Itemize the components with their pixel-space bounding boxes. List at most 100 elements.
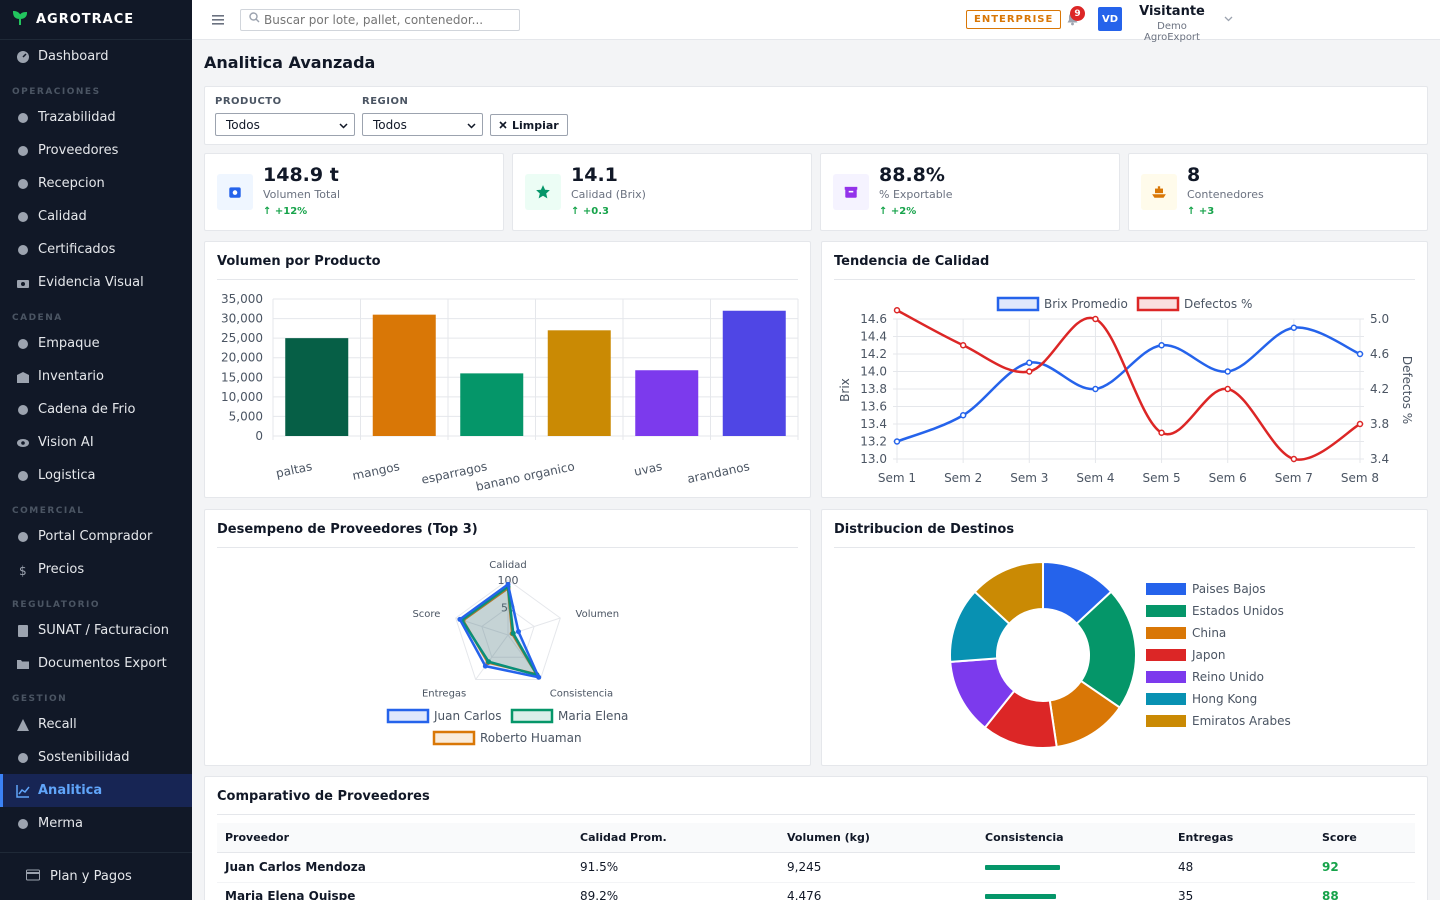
sidebar-item-documentos-export[interactable]: Documentos Export <box>0 647 192 680</box>
sidebar-item-sunat-facturacion[interactable]: SUNAT / Facturacion <box>0 614 192 647</box>
x-tick-label: Sem 1 <box>878 471 916 485</box>
radar-grid <box>481 606 535 658</box>
suppliers-chart-title: Desempeno de Proveedores (Top 3) <box>217 522 478 537</box>
product-select[interactable]: Todos <box>215 113 355 136</box>
legend-label: Emiratos Arabes <box>1192 714 1291 728</box>
slice-estados-unidos <box>1075 590 1137 709</box>
legend-swatch <box>1146 715 1186 727</box>
legend-swatch <box>432 730 476 746</box>
sidebar-item-vision-ai[interactable]: Vision AI <box>0 426 192 459</box>
clear-filters-button[interactable]: Limpiar <box>490 114 568 136</box>
bar-banano-organico <box>547 330 611 436</box>
destinations-donut-chart: Paises Bajos Estados Unidos China Japon Rein… <box>949 560 1291 749</box>
legend-label: Hong Kong <box>1192 692 1257 706</box>
sidebar-item-recall[interactable]: Recall <box>0 708 192 741</box>
bar-esparragos <box>460 373 524 436</box>
sidebar-item-dashboard[interactable]: Dashboard <box>0 40 192 73</box>
legend-swatch <box>1146 605 1186 617</box>
region-select[interactable]: Todos <box>362 113 483 136</box>
y-tick-label: 15,000 <box>221 370 263 384</box>
sidebar-item-calidad[interactable]: Calidad <box>0 200 192 233</box>
volume-chart-card: Volumen por Producto 0 5,000 10,000 15,000 2… <box>204 241 811 498</box>
consistency-bar <box>985 865 1060 870</box>
table-row[interactable]: Maria Elena Quispe 89.2% 4,476 35 88 <box>217 882 1415 900</box>
legend-label: China <box>1192 626 1226 640</box>
search-input[interactable] <box>264 12 504 27</box>
data-point <box>1356 420 1364 428</box>
column-header[interactable]: Consistencia <box>985 831 1064 844</box>
column-header[interactable]: Proveedor <box>225 831 289 844</box>
sidebar-item-cadena-de-frio[interactable]: Cadena de Frio <box>0 393 192 426</box>
supplier-name[interactable]: Juan Carlos Mendoza <box>225 860 366 874</box>
user-name[interactable]: Visitante <box>1139 4 1205 19</box>
sidebar-item-recepcion[interactable]: Recepcion <box>0 167 192 200</box>
sidebar-item-sostenibilidad[interactable]: Sostenibilidad <box>0 741 192 774</box>
data-point <box>515 629 521 635</box>
search-box[interactable] <box>240 8 520 31</box>
sidebar-item-merma[interactable]: Merma <box>0 807 192 840</box>
data-point <box>1224 368 1231 375</box>
leaf-icon <box>12 10 28 30</box>
legend-swatch <box>1146 649 1186 661</box>
data-point <box>959 342 967 349</box>
sidebar: AGROTRACE Dashboard OPERACIONES Trazabilid… <box>0 0 192 900</box>
y2-tick-label: 3.8 <box>1370 417 1389 431</box>
sidebar-item-label: Cadena de Frio <box>38 402 136 417</box>
sidebar-item-label: Merma <box>38 816 83 831</box>
menu-icon[interactable] <box>212 10 226 29</box>
table-row[interactable]: Juan Carlos Mendoza 91.5% 9,245 48 92 <box>217 853 1415 883</box>
sidebar-item-evidencia-visual[interactable]: Evidencia Visual <box>0 266 192 299</box>
slice-emiratos-arabes <box>973 560 1044 626</box>
sidebar-item-certificados[interactable]: Certificados <box>0 233 192 266</box>
supplier-name[interactable]: Maria Elena Quispe <box>225 889 356 900</box>
column-header[interactable]: Entregas <box>1178 831 1234 844</box>
y-tick-label: 13.6 <box>860 400 887 414</box>
sidebar-item-analitica[interactable]: Analitica <box>0 774 192 807</box>
box-icon <box>833 174 869 210</box>
series-line-0 <box>896 326 1361 443</box>
user-org: Demo AgroExport <box>1144 21 1200 43</box>
chevron-down-icon[interactable] <box>1224 12 1233 25</box>
sidebar-item-label: Recepcion <box>38 176 105 191</box>
data-point <box>457 616 463 622</box>
column-header[interactable]: Volumen (kg) <box>787 831 870 844</box>
column-header[interactable]: Calidad Prom. <box>580 831 667 844</box>
legend-label: Juan Carlos <box>433 709 502 723</box>
sidebar-item-label: Precios <box>38 562 85 577</box>
supplier-deliveries: 35 <box>1178 889 1194 900</box>
legend-swatch <box>386 708 430 724</box>
scale-icon <box>217 174 253 210</box>
sidebar-item-proveedores[interactable]: Proveedores <box>0 134 192 167</box>
sidebar-item-logistica[interactable]: Logistica <box>0 459 192 492</box>
bar-arandanos <box>722 310 786 436</box>
column-header[interactable]: Score <box>1322 831 1357 844</box>
sidebar-item-trazabilidad[interactable]: Trazabilidad <box>0 101 192 134</box>
sidebar-item-label: Documentos Export <box>38 656 167 671</box>
ship-icon <box>1141 174 1177 210</box>
data-point <box>482 663 488 669</box>
data-point <box>1356 350 1364 358</box>
y2-axis-label: Defectos % <box>1400 356 1414 424</box>
sidebar-item-empaque[interactable]: Empaque <box>0 327 192 360</box>
sidebar-item-inventario[interactable]: Inventario <box>0 360 192 393</box>
camera-icon <box>16 276 30 290</box>
sidebar-item-portal-comprador[interactable]: Portal Comprador <box>0 520 192 553</box>
sidebar-item-precios[interactable]: $ Precios <box>0 553 192 586</box>
chevron-down-icon <box>467 118 476 132</box>
x-tick-label: Sem 2 <box>944 471 982 485</box>
radar-series-0 <box>458 582 541 679</box>
sidebar-item-label: SUNAT / Facturacion <box>38 623 169 638</box>
y-tick-label: 0 <box>255 429 263 443</box>
brand[interactable]: AGROTRACE <box>0 0 192 40</box>
radar-grid <box>455 579 561 680</box>
legend-swatch <box>996 296 1040 312</box>
quality-chart-card: Tendencia de Calidad 13.0 13.2 13.4 13.6 13.… <box>821 241 1428 498</box>
sidebar-item-label: Inventario <box>38 369 104 384</box>
sidebar-item-plan[interactable]: Plan y Pagos <box>0 852 192 900</box>
sidebar-item-label: Analitica <box>38 783 103 798</box>
avatar[interactable]: VD <box>1098 7 1122 31</box>
certificate-icon <box>16 243 30 257</box>
data-point <box>1092 385 1099 393</box>
supplier-deliveries: 48 <box>1178 860 1194 874</box>
y-tick-label: 5,000 <box>229 409 263 423</box>
